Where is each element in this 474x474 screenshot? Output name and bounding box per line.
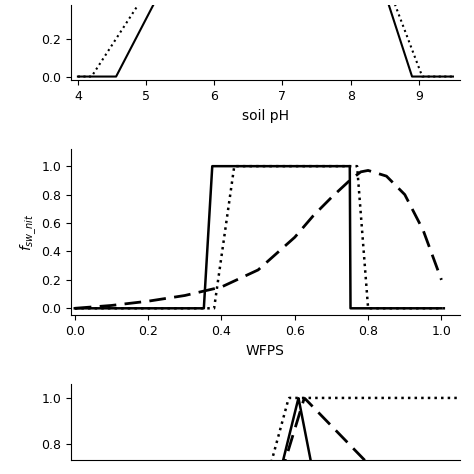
X-axis label: WFPS: WFPS — [246, 344, 285, 358]
X-axis label: soil pH: soil pH — [242, 109, 289, 123]
Y-axis label: $f_{sw\_nit}$: $f_{sw\_nit}$ — [18, 213, 38, 251]
